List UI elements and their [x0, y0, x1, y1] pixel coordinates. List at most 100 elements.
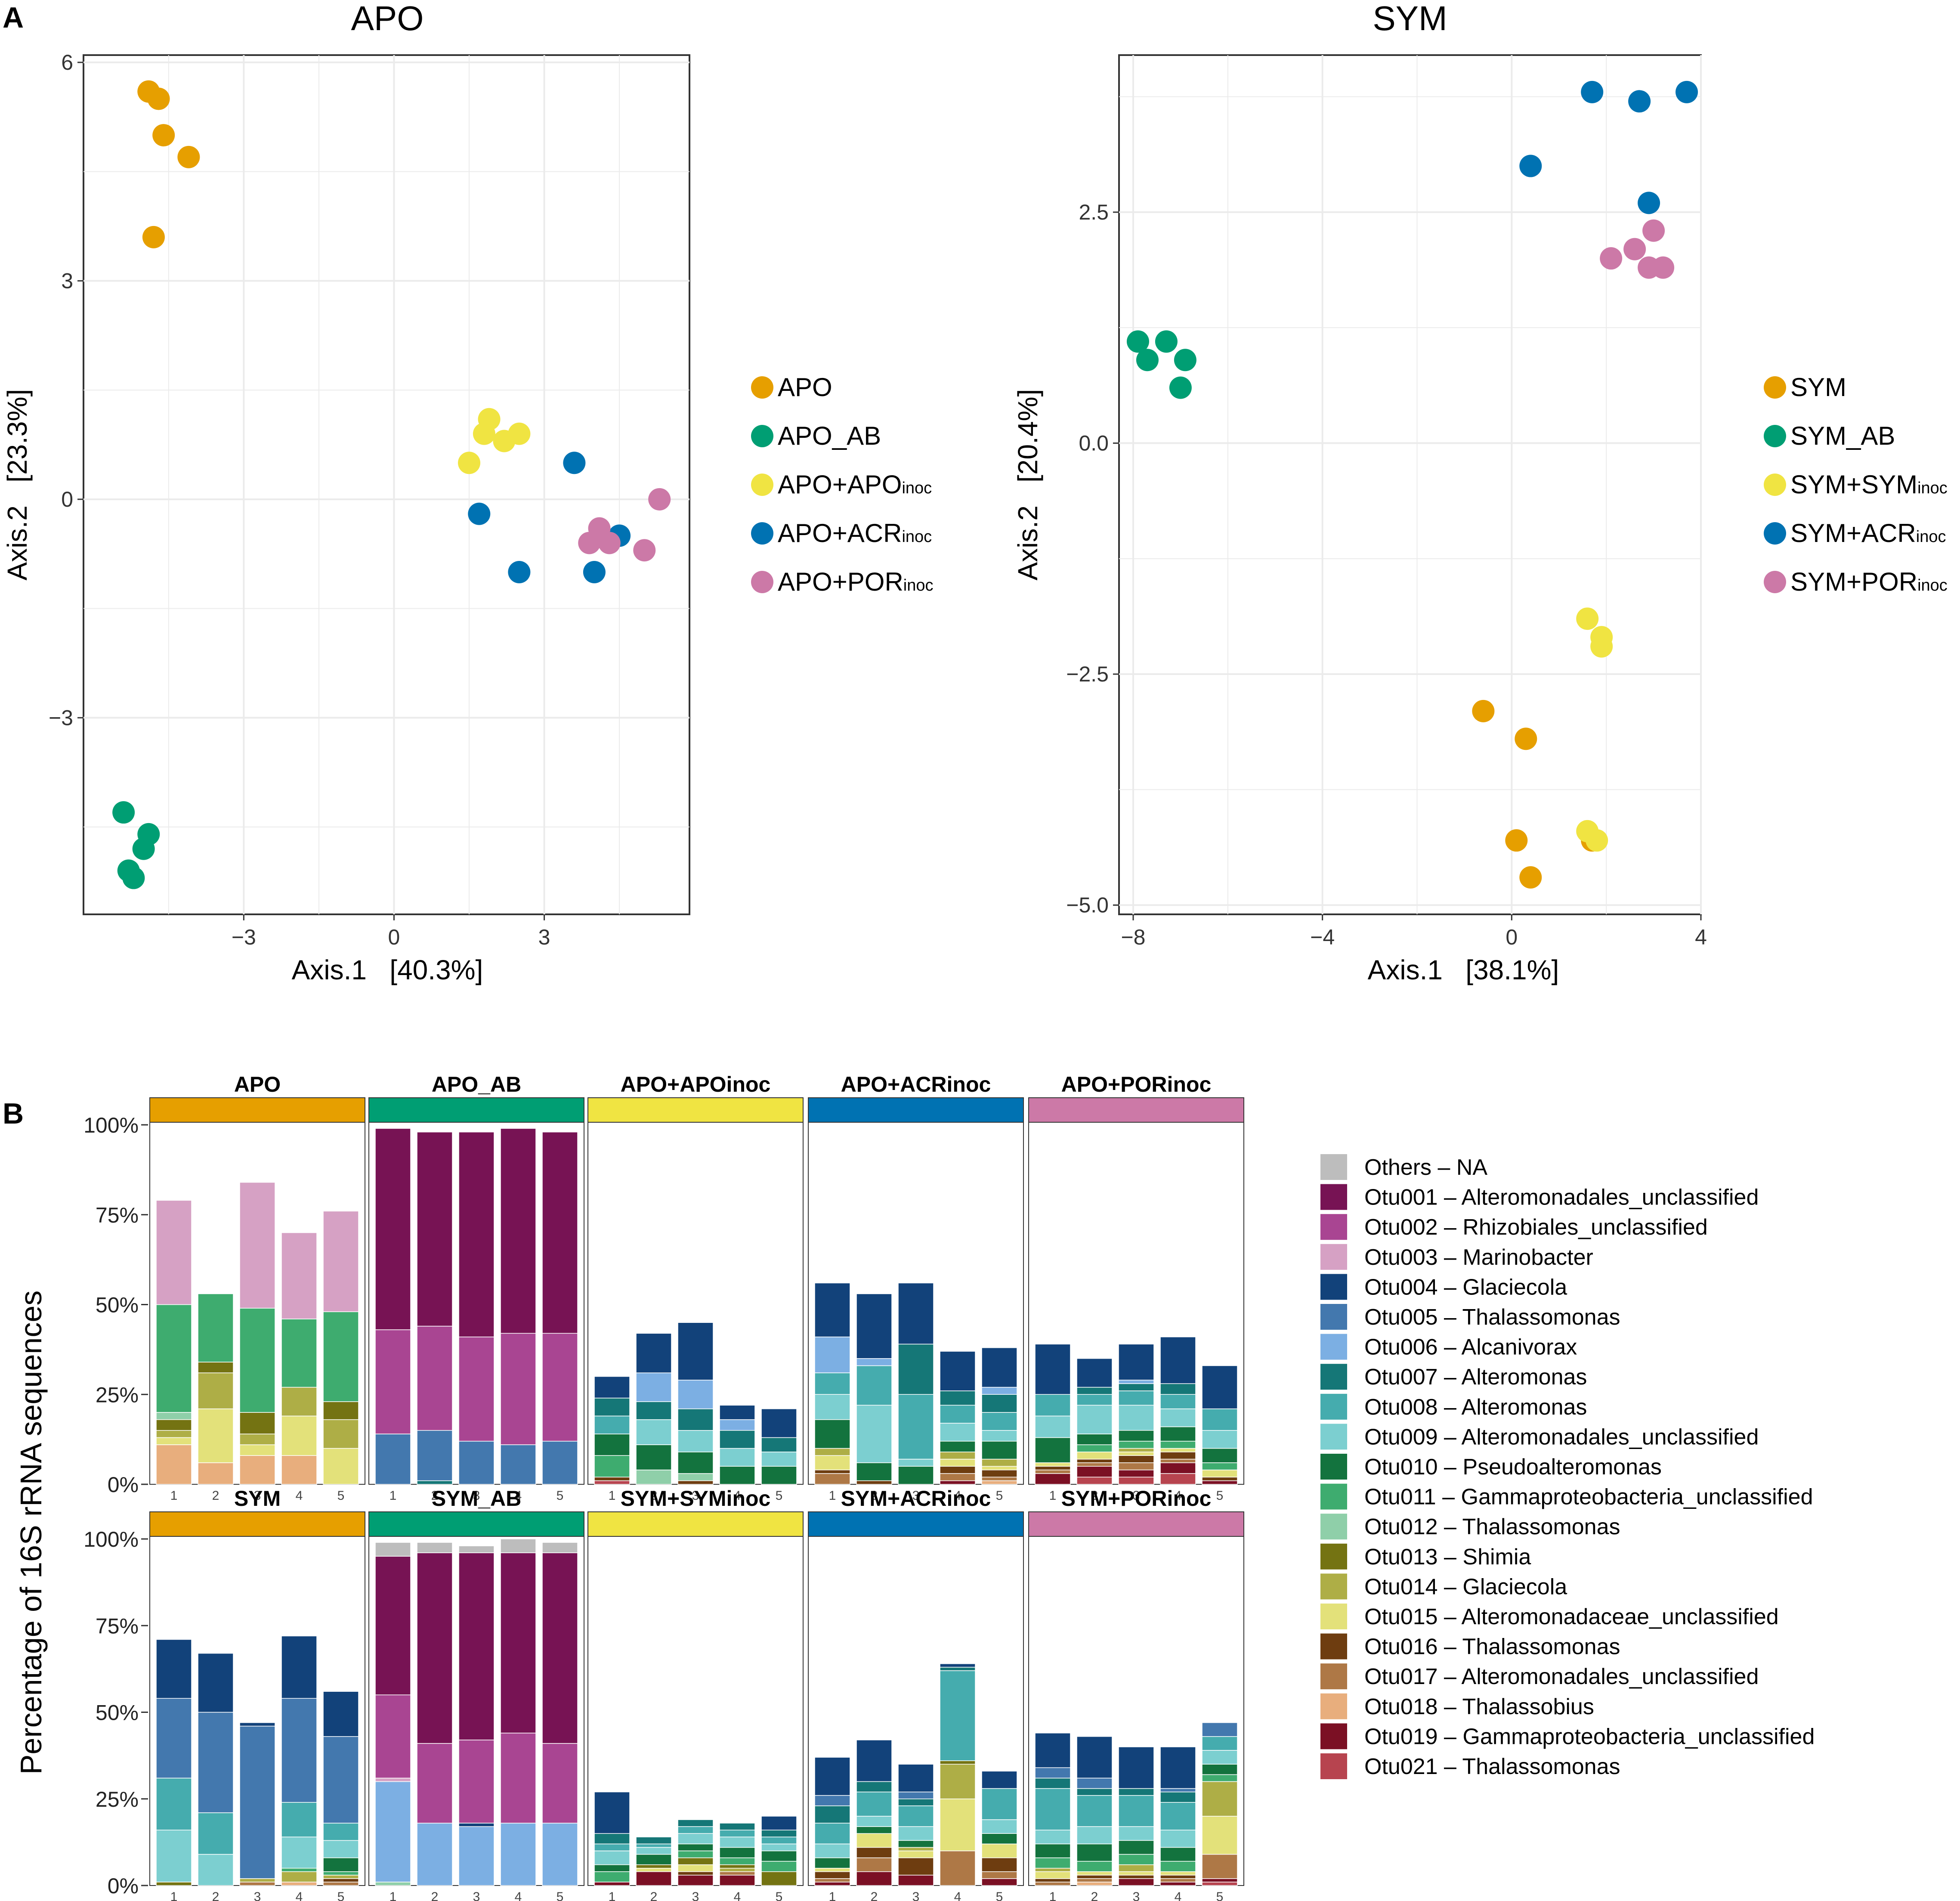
bar-segment [856, 1358, 892, 1366]
facet-strip-label: APO+PORinoc [1061, 1072, 1212, 1096]
bar-segment [542, 1131, 578, 1334]
y-tick-label: −3 [49, 706, 73, 730]
bar-x-tick-label: 1 [1049, 1890, 1057, 1901]
bar-segment [761, 1830, 797, 1838]
scatter-point [1155, 330, 1178, 353]
bar-segment [719, 1871, 755, 1876]
bar-segment [323, 1691, 359, 1737]
bar-segment [856, 1462, 892, 1481]
bar-segment [856, 1365, 892, 1406]
bar-segment [636, 1836, 672, 1845]
bar-segment [1035, 1767, 1071, 1779]
bar-segment [814, 1757, 850, 1796]
bar-x-tick-label: 2 [212, 1890, 219, 1901]
bar-segment [1035, 1777, 1071, 1789]
bar-segment [981, 1871, 1017, 1879]
bar-segment [898, 1764, 934, 1793]
bar-legend-label: Otu003 – Marinobacter [1364, 1245, 1593, 1270]
bar-legend-label: Otu006 – Alcanivorax [1364, 1335, 1577, 1360]
bar-legend-label: Otu014 – Glaciecola [1364, 1574, 1567, 1599]
scatter-point [583, 560, 606, 583]
bar-segment [940, 1466, 976, 1474]
bar-segment [1076, 1405, 1113, 1434]
bar-segment [375, 1433, 411, 1485]
scatter-point [1505, 829, 1528, 852]
bar-segment [1076, 1358, 1113, 1388]
bar-x-tick-label: 3 [473, 1890, 480, 1901]
bar-y-tick-label: 100% [83, 1527, 139, 1551]
bar-y-tick-label: 100% [83, 1113, 139, 1137]
bar-segment [856, 1405, 892, 1463]
bar-segment [1202, 1816, 1238, 1855]
bar-x-tick-label: 3 [1133, 1890, 1140, 1901]
bar-segment [1118, 1380, 1154, 1384]
bar-segment [761, 1836, 797, 1845]
bar-segment [281, 1698, 317, 1803]
scatter-apo-ylabel: Axis.2 [23.3%] [2, 389, 33, 581]
bar-x-tick-label: 1 [1049, 1489, 1057, 1503]
scatter-point [152, 124, 175, 147]
bar-segment [1202, 1469, 1238, 1478]
bar-segment [981, 1477, 1017, 1481]
scatter-point [1576, 607, 1599, 630]
bar-segment [940, 1670, 976, 1761]
bar-segment [1118, 1878, 1154, 1886]
legend-key [751, 376, 773, 399]
facet-strip-label: SYM+SYMinoc [621, 1486, 771, 1511]
bar-segment [458, 1552, 495, 1740]
scatter-point [1628, 90, 1651, 113]
bar-segment [1160, 1452, 1196, 1460]
bar-segment [636, 1868, 672, 1872]
bar-segment [677, 1452, 714, 1474]
scatter-apo-title: APO [351, 0, 424, 37]
scatter-sym-plot-area [1118, 54, 1702, 915]
bar-segment [677, 1408, 714, 1431]
bar-x-tick-label: 3 [692, 1890, 699, 1901]
bar-segment [677, 1875, 714, 1886]
bar-segment [281, 1415, 317, 1456]
bar-x-tick-label: 3 [1133, 1489, 1140, 1503]
bar-segment [1118, 1405, 1154, 1431]
scatter-point [1590, 635, 1613, 658]
bar-segment [856, 1781, 892, 1793]
bar-segment [1202, 1736, 1238, 1751]
bar-segment [1076, 1777, 1113, 1789]
bar-segment [636, 1333, 672, 1373]
bar-segment [1160, 1458, 1196, 1463]
bar-segment [940, 1441, 976, 1452]
scatter-point [598, 532, 621, 554]
bar-y-tick-label: 0% [108, 1874, 139, 1898]
bar-segment [981, 1394, 1017, 1413]
bar-segment [856, 1847, 892, 1858]
bar-segment [677, 1857, 714, 1865]
bar-segment [814, 1282, 850, 1338]
bar-segment [814, 1878, 850, 1882]
bar-segment [898, 1875, 934, 1886]
bar-segment [940, 1423, 976, 1442]
bar-segment [198, 1854, 234, 1886]
bar-segment [814, 1871, 850, 1879]
bar-legend-key [1320, 1214, 1347, 1240]
bar-segment [281, 1871, 317, 1882]
bar-legend-label: Otu012 – Thalassomonas [1364, 1514, 1620, 1539]
bar-segment [1035, 1871, 1071, 1879]
facet-sym-acr: SYM+ACRinoc 1 2 3 4 5 [808, 1486, 1024, 1901]
bar-segment [1076, 1444, 1113, 1452]
scatter-point [112, 801, 135, 824]
bar-segment [375, 1694, 411, 1779]
bar-segment [156, 1304, 192, 1413]
scatter-point [1576, 820, 1599, 842]
panel-label-a: A [3, 1, 24, 34]
scatter-point [468, 502, 491, 525]
bar-x-tick-label: 2 [1091, 1890, 1098, 1901]
facet-strip [587, 1097, 804, 1124]
facet-strip [808, 1511, 1024, 1538]
bar-segment [1160, 1882, 1196, 1886]
bar-segment [1202, 1774, 1238, 1782]
bar-segment [677, 1843, 714, 1851]
bar-segment [856, 1791, 892, 1817]
bar-segment [814, 1882, 850, 1886]
bar-segment [1160, 1791, 1196, 1803]
bar-segment [940, 1351, 976, 1391]
bar-segment [636, 1469, 672, 1485]
